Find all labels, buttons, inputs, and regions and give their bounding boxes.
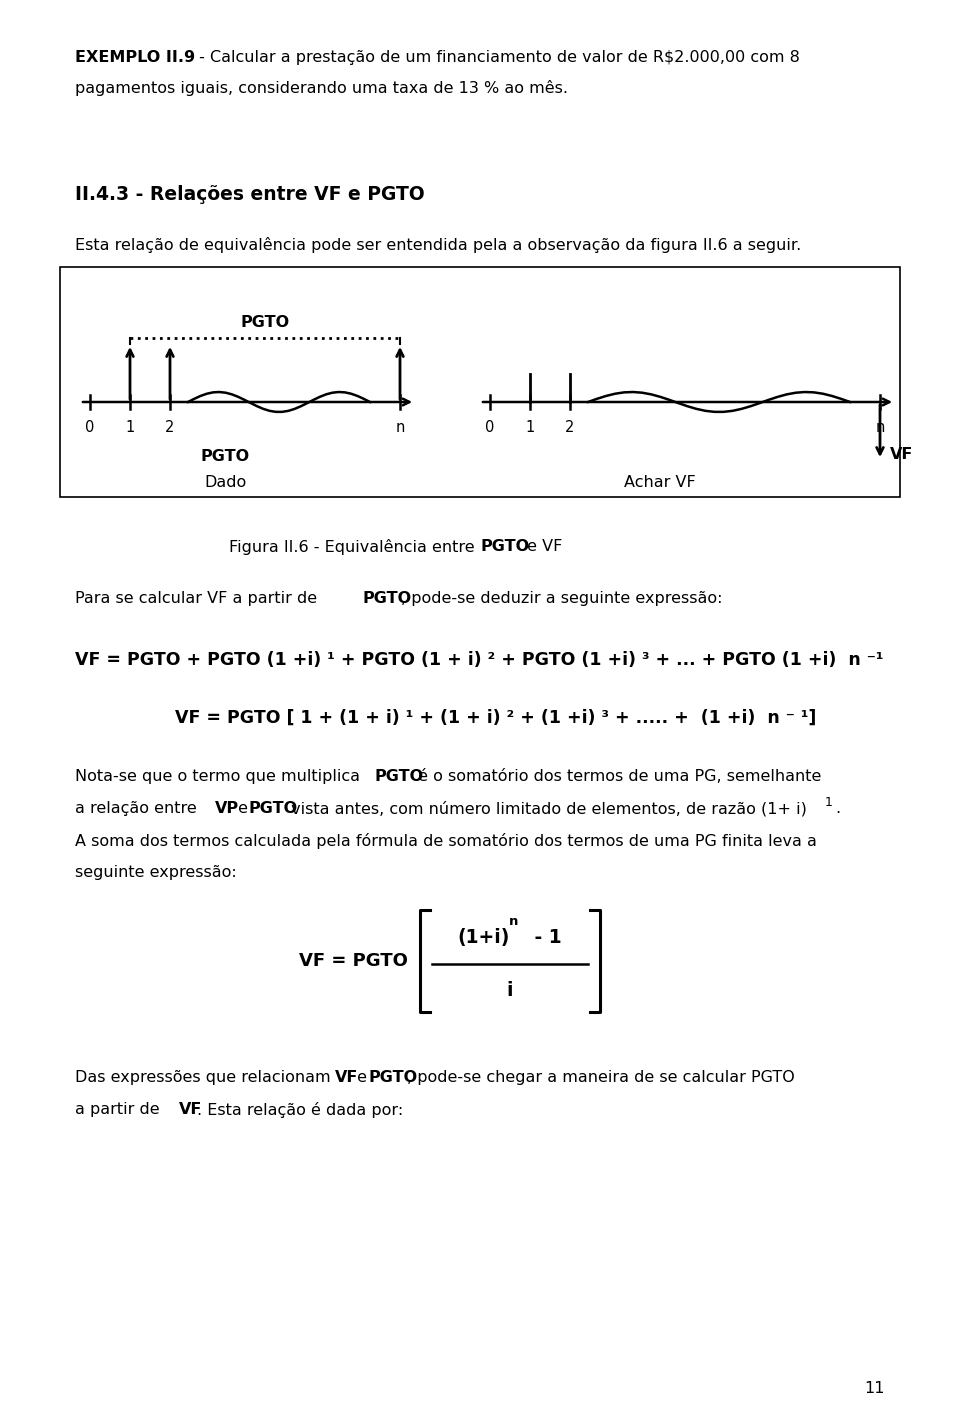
Text: a partir de: a partir de [75,1102,165,1116]
Text: Nota-se que o termo que multiplica: Nota-se que o termo que multiplica [75,769,365,785]
Text: 0: 0 [85,420,95,434]
Text: . Esta relação é dada por:: . Esta relação é dada por: [197,1102,403,1118]
Text: 2: 2 [165,420,175,434]
Text: VF: VF [335,1069,358,1085]
Text: e VF: e VF [522,540,563,554]
Text: 1: 1 [525,420,535,434]
Text: II.4.3 - Relações entre VF e PGTO: II.4.3 - Relações entre VF e PGTO [75,185,424,204]
Text: i: i [507,981,514,1000]
Text: seguinte expressão:: seguinte expressão: [75,864,237,880]
Text: EXEMPLO II.9: EXEMPLO II.9 [75,50,195,66]
Text: e: e [352,1069,372,1085]
Text: VF: VF [179,1102,203,1116]
Bar [60,268,900,497]
Text: vista antes, com número limitado de elementos, de razão (1+ i): vista antes, com número limitado de elem… [286,800,806,816]
Text: - 1: - 1 [528,928,562,947]
Text: a relação entre: a relação entre [75,800,202,816]
Text: (1+i): (1+i) [458,928,510,947]
Text: n: n [876,420,885,434]
Text: n: n [396,420,405,434]
Text: PGTO: PGTO [248,800,298,816]
Text: PGTO: PGTO [240,315,290,330]
Text: Achar VF: Achar VF [624,476,696,490]
Text: 1: 1 [825,796,833,809]
Text: VF = PGTO + PGTO (1 +i) ¹ + PGTO (1 + i) ² + PGTO (1 +i) ³ + ... + PGTO (1 +i)  : VF = PGTO + PGTO (1 +i) ¹ + PGTO (1 + i)… [75,651,883,669]
Text: n: n [509,916,518,928]
Text: VF: VF [890,447,913,463]
Text: e: e [233,800,253,816]
Text: 2: 2 [565,420,575,434]
Text: VF = PGTO [ 1 + (1 + i) ¹ + (1 + i) ² + (1 +i) ³ + ..... +  (1 +i)  n ⁻ ¹]: VF = PGTO [ 1 + (1 + i) ¹ + (1 + i) ² + … [175,709,816,728]
Text: VF = PGTO: VF = PGTO [300,953,408,970]
Text: Esta relação de equivalência pode ser entendida pela a observação da figura II.6: Esta relação de equivalência pode ser en… [75,236,802,253]
Text: pagamentos iguais, considerando uma taxa de 13 % ao mês.: pagamentos iguais, considerando uma taxa… [75,80,568,95]
Text: .: . [835,800,840,816]
Text: PGTO: PGTO [375,769,424,785]
Text: PGTO: PGTO [368,1069,418,1085]
Text: Das expressões que relacionam: Das expressões que relacionam [75,1069,336,1085]
Text: - Calcular a prestação de um financiamento de valor de R$2.000,00 com 8: - Calcular a prestação de um financiamen… [194,50,800,66]
Text: 0: 0 [486,420,494,434]
Text: , pode-se chegar a maneira de se calcular PGTO: , pode-se chegar a maneira de se calcula… [407,1069,795,1085]
Text: Figura II.6 - Equivalência entre: Figura II.6 - Equivalência entre [229,540,480,555]
Text: A soma dos termos calculada pela fórmula de somatório dos termos de uma PG finit: A soma dos termos calculada pela fórmula… [75,833,817,849]
Text: PGTO: PGTO [480,540,529,554]
Text: Para se calcular VF a partir de: Para se calcular VF a partir de [75,591,323,607]
Text: 11: 11 [865,1381,885,1396]
Text: PGTO: PGTO [363,591,412,607]
Text: VP: VP [215,800,239,816]
Text: Dado: Dado [204,476,246,490]
Text: , pode-se deduzir a seguinte expressão:: , pode-se deduzir a seguinte expressão: [401,591,723,607]
Text: 1: 1 [126,420,134,434]
Text: é o somatório dos termos de uma PG, semelhante: é o somatório dos termos de uma PG, seme… [413,769,822,785]
Text: PGTO: PGTO [201,449,250,464]
